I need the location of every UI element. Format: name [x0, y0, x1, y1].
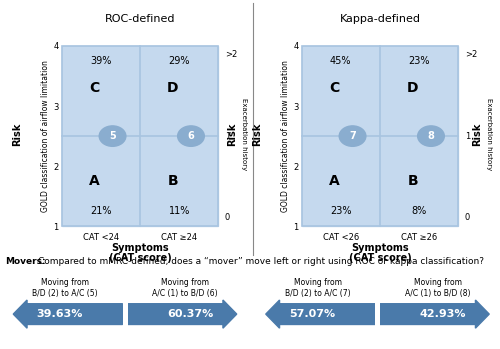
Text: >2: >2 — [224, 51, 237, 59]
Text: 0: 0 — [464, 213, 470, 222]
Text: Moving from
B/D (2) to A/C (5): Moving from B/D (2) to A/C (5) — [32, 278, 98, 297]
Text: Symptoms: Symptoms — [351, 243, 409, 253]
Text: 8%: 8% — [412, 206, 427, 216]
Text: 8: 8 — [428, 131, 434, 141]
Text: 23%: 23% — [408, 56, 430, 66]
Bar — [62, 136, 140, 226]
Bar — [380, 46, 458, 136]
Text: Risk: Risk — [472, 123, 482, 146]
Text: B: B — [168, 174, 178, 188]
Text: 42.93%: 42.93% — [420, 309, 467, 319]
Text: 23%: 23% — [330, 206, 351, 216]
Bar — [302, 136, 380, 226]
Bar — [380, 136, 458, 226]
Text: CAT <24: CAT <24 — [82, 232, 119, 242]
Title: Kappa-defined: Kappa-defined — [340, 14, 420, 24]
Text: 60.37%: 60.37% — [168, 309, 214, 319]
Text: 39.63%: 39.63% — [36, 309, 82, 319]
Text: 6: 6 — [188, 131, 194, 141]
Circle shape — [339, 126, 366, 146]
Text: C: C — [90, 81, 100, 95]
Text: Moving from
B/D (2) to A/C (7): Moving from B/D (2) to A/C (7) — [284, 278, 350, 297]
Text: D: D — [407, 81, 418, 95]
Circle shape — [178, 126, 204, 146]
Text: Moving from
A/C (1) to B/D (6): Moving from A/C (1) to B/D (6) — [152, 278, 218, 297]
Text: CAT <26: CAT <26 — [322, 232, 359, 242]
Text: (CAT score): (CAT score) — [348, 253, 412, 263]
Y-axis label: GOLD classification of airflow limitation: GOLD classification of airflow limitatio… — [282, 60, 290, 212]
Text: CAT ≥24: CAT ≥24 — [161, 232, 198, 242]
Bar — [302, 46, 380, 136]
Text: Movers:: Movers: — [5, 257, 46, 266]
Text: Compared to mMRC-defined, does a “mover” move left or right using ROC or kappa c: Compared to mMRC-defined, does a “mover”… — [38, 257, 484, 266]
Text: 1: 1 — [224, 132, 230, 141]
Text: C: C — [330, 81, 340, 95]
Text: Symptoms: Symptoms — [111, 243, 169, 253]
Circle shape — [418, 126, 444, 146]
Bar — [140, 136, 218, 226]
FancyArrow shape — [128, 300, 237, 328]
Text: 45%: 45% — [330, 56, 351, 66]
Text: 7: 7 — [349, 131, 356, 141]
Text: 29%: 29% — [168, 56, 190, 66]
Text: Risk: Risk — [12, 123, 22, 146]
Text: 5: 5 — [109, 131, 116, 141]
FancyArrow shape — [14, 300, 122, 328]
Bar — [302, 46, 458, 226]
Text: 0: 0 — [224, 213, 230, 222]
Text: Exacerbation history: Exacerbation history — [241, 98, 247, 171]
Bar — [62, 46, 140, 136]
Text: A: A — [89, 174, 100, 188]
Bar — [62, 46, 218, 226]
Text: A: A — [329, 174, 340, 188]
Text: 57.07%: 57.07% — [288, 309, 335, 319]
Text: 21%: 21% — [90, 206, 112, 216]
Text: D: D — [167, 81, 178, 95]
Y-axis label: GOLD classification of airflow limitation: GOLD classification of airflow limitatio… — [42, 60, 50, 212]
Circle shape — [99, 126, 126, 146]
Text: 11%: 11% — [168, 206, 190, 216]
Text: Risk: Risk — [252, 123, 262, 146]
Text: 39%: 39% — [90, 56, 112, 66]
Text: B: B — [408, 174, 418, 188]
Bar — [140, 46, 218, 136]
FancyArrow shape — [380, 300, 489, 328]
Text: CAT ≥26: CAT ≥26 — [401, 232, 438, 242]
Title: ROC-defined: ROC-defined — [105, 14, 176, 24]
Text: Moving from
A/C (1) to B/D (8): Moving from A/C (1) to B/D (8) — [405, 278, 470, 297]
Text: Risk: Risk — [228, 123, 237, 146]
FancyArrow shape — [266, 300, 375, 328]
Text: Exacerbation history: Exacerbation history — [486, 98, 492, 171]
Text: 1: 1 — [464, 132, 470, 141]
Text: (CAT score): (CAT score) — [108, 253, 172, 263]
Text: >2: >2 — [464, 51, 477, 59]
